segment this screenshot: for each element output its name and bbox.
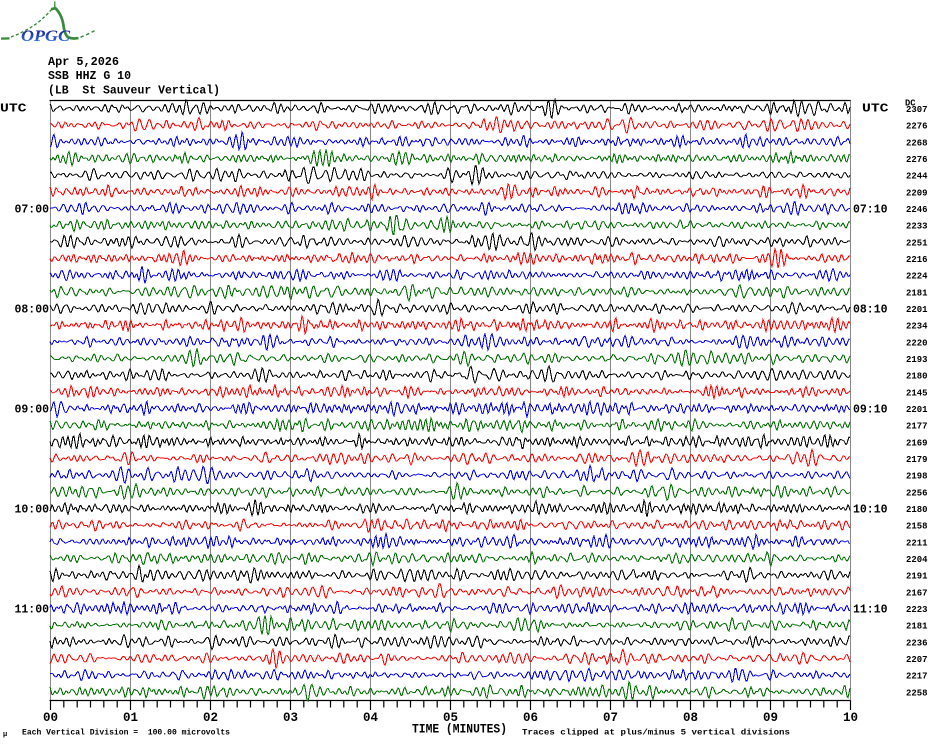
svg-text:UTC: UTC xyxy=(0,103,27,116)
svg-text:08:00: 08:00 xyxy=(15,304,50,317)
svg-text:10:00: 10:00 xyxy=(15,504,50,517)
svg-text:2258: 2258 xyxy=(906,688,928,698)
svg-text:09:10: 09:10 xyxy=(853,404,888,417)
svg-text:TIME (MINUTES): TIME (MINUTES) xyxy=(412,723,507,737)
svg-text:2207: 2207 xyxy=(906,655,928,665)
svg-text:2217: 2217 xyxy=(906,672,928,682)
svg-text:Traces clipped at plus/minus 5: Traces clipped at plus/minus 5 vertical … xyxy=(522,728,790,738)
svg-text:04: 04 xyxy=(363,710,378,725)
svg-text:μ: μ xyxy=(3,731,7,739)
svg-text:2158: 2158 xyxy=(906,522,928,532)
svg-text:2224: 2224 xyxy=(906,272,928,282)
svg-text:2201: 2201 xyxy=(906,305,928,315)
svg-text:11:10: 11:10 xyxy=(853,604,888,617)
svg-text:2276: 2276 xyxy=(906,122,928,132)
svg-text:2246: 2246 xyxy=(906,205,928,215)
svg-text:2256: 2256 xyxy=(906,488,928,498)
svg-text:08:10: 08:10 xyxy=(853,304,888,317)
svg-text:2180: 2180 xyxy=(906,372,928,382)
svg-text:2201: 2201 xyxy=(906,405,928,415)
svg-text:2276: 2276 xyxy=(906,155,928,165)
svg-text:SSB HHZ G 10: SSB HHZ G 10 xyxy=(48,70,131,83)
svg-text:03: 03 xyxy=(283,710,298,725)
svg-text:11:00: 11:00 xyxy=(15,604,50,617)
svg-text:07:00: 07:00 xyxy=(15,204,50,217)
svg-text:Apr 5,2026: Apr 5,2026 xyxy=(48,56,119,69)
svg-text:09: 09 xyxy=(763,710,778,725)
svg-text:2167: 2167 xyxy=(906,588,928,598)
svg-text:10:10: 10:10 xyxy=(853,504,888,517)
svg-text:2268: 2268 xyxy=(906,138,928,148)
svg-text:2204: 2204 xyxy=(906,555,928,565)
svg-text:09:00: 09:00 xyxy=(15,404,50,417)
svg-text:2251: 2251 xyxy=(906,238,928,248)
svg-text:08: 08 xyxy=(683,710,698,725)
svg-text:2181: 2181 xyxy=(906,622,928,632)
svg-text:2234: 2234 xyxy=(906,322,928,332)
svg-text:DC: DC xyxy=(905,99,916,109)
svg-text:2180: 2180 xyxy=(906,505,928,515)
svg-text:2198: 2198 xyxy=(906,472,928,482)
svg-text:07: 07 xyxy=(603,710,618,725)
svg-text:2177: 2177 xyxy=(906,422,928,432)
svg-text:2169: 2169 xyxy=(906,438,928,448)
svg-text:2181: 2181 xyxy=(906,288,928,298)
svg-text:2220: 2220 xyxy=(906,338,928,348)
svg-text:2191: 2191 xyxy=(906,572,928,582)
svg-text:00: 00 xyxy=(43,710,58,725)
svg-text:07:10: 07:10 xyxy=(853,204,888,217)
svg-text:2244: 2244 xyxy=(906,172,928,182)
svg-text:02: 02 xyxy=(203,710,218,725)
svg-text:UTC: UTC xyxy=(862,103,889,116)
svg-text:2223: 2223 xyxy=(906,605,928,615)
svg-text:06: 06 xyxy=(523,710,538,725)
svg-text:2307: 2307 xyxy=(906,105,928,115)
svg-text:Each Vertical Division = 100.: Each Vertical Division = 100.00 microvol… xyxy=(22,728,230,738)
svg-text:01: 01 xyxy=(123,710,138,725)
svg-text:2236: 2236 xyxy=(906,638,928,648)
svg-text:2216: 2216 xyxy=(906,255,928,265)
svg-text:05: 05 xyxy=(443,710,458,725)
svg-text:10: 10 xyxy=(843,710,858,725)
svg-text:2145: 2145 xyxy=(906,388,928,398)
svg-text:(LB St Sauveur Vertical): (LB St Sauveur Vertical) xyxy=(48,84,220,97)
svg-text:2179: 2179 xyxy=(906,455,928,465)
svg-text:OPGC: OPGC xyxy=(21,28,70,45)
svg-text:2193: 2193 xyxy=(906,355,928,365)
svg-text:2211: 2211 xyxy=(906,538,928,548)
svg-text:2233: 2233 xyxy=(906,222,928,232)
svg-text:2209: 2209 xyxy=(906,188,928,198)
